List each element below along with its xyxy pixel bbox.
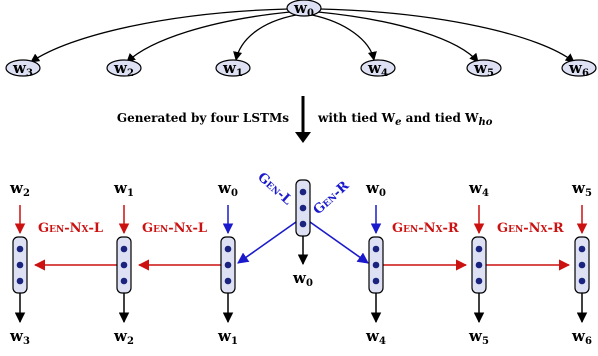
- output-label-w6: w6: [571, 327, 592, 347]
- tree-node-label: w1: [222, 59, 243, 79]
- caption-down-arrow-head: [295, 132, 311, 143]
- output-label-w3: w3: [9, 327, 30, 347]
- lstm-chain: w2 w1 w0 w0 w4 w5: [9, 170, 592, 347]
- tree-node-root: w0: [286, 0, 322, 19]
- input-label-w0-right: w0: [365, 179, 386, 199]
- gen-r-label: Gen-R: [311, 178, 353, 218]
- gen-nx-r-label: Gen-Nx-R: [497, 221, 564, 236]
- output-label-w5: w5: [468, 327, 489, 347]
- tree-edge-w6: [319, 8, 575, 63]
- lstm-cell: [116, 236, 132, 294]
- tree-node-w6: w6: [561, 59, 597, 79]
- tree-edge-w4: [311, 14, 377, 61]
- gen-r-arrow: [309, 221, 369, 264]
- tree-node-label: w6: [568, 59, 589, 79]
- output-label-w2: w2: [113, 327, 134, 347]
- caption-right: with tied We and tied Who: [317, 111, 493, 128]
- gen-l-arrow: [237, 221, 297, 264]
- tree-edge-w2: [126, 11, 291, 63]
- caption: Generated by four LSTMs with tied We and…: [117, 96, 493, 143]
- gen-l-label: Gen-L: [254, 170, 294, 208]
- lstm-cell: [471, 236, 487, 294]
- tree-node-label: w5: [473, 59, 494, 79]
- tree-edge-w3: [30, 8, 289, 63]
- tree-node-label: w2: [113, 59, 134, 79]
- tree-node-w4: w4: [360, 59, 396, 79]
- input-label-w1: w1: [113, 179, 134, 199]
- gen-nx-r-label: Gen-Nx-R: [392, 221, 459, 236]
- tree-node-w3: w3: [5, 59, 41, 79]
- lstm-cell-center: [295, 179, 311, 237]
- tree-node-label: w3: [12, 59, 33, 79]
- dependency-tree: w0 w3 w2 w1 w4 w5 w6: [5, 0, 597, 79]
- output-label-w0: w0: [292, 269, 313, 289]
- tree-edge-w1: [233, 14, 297, 61]
- caption-left: Generated by four LSTMs: [117, 111, 289, 125]
- tree-node-w1: w1: [215, 59, 251, 79]
- lstm-cell: [220, 236, 236, 294]
- lstm-cell: [574, 236, 590, 294]
- input-label-w5: w5: [571, 179, 592, 199]
- lstm-cell: [368, 236, 384, 294]
- gen-nx-l-label: Gen-Nx-L: [38, 221, 103, 236]
- gen-nx-l-label: Gen-Nx-L: [142, 221, 207, 236]
- lstm-cell: [12, 236, 28, 294]
- output-label-w4: w4: [365, 327, 386, 347]
- tree-edge-w5: [317, 11, 479, 63]
- tree-node-w5: w5: [466, 59, 502, 79]
- output-label-w1: w1: [217, 327, 238, 347]
- tree-node-root-label: w0: [293, 0, 314, 19]
- input-label-w0-left: w0: [217, 179, 238, 199]
- input-label-w4: w4: [468, 179, 489, 199]
- tree-node-label: w4: [367, 59, 388, 79]
- tree-node-w2: w2: [106, 59, 142, 79]
- input-label-w2: w2: [9, 179, 30, 199]
